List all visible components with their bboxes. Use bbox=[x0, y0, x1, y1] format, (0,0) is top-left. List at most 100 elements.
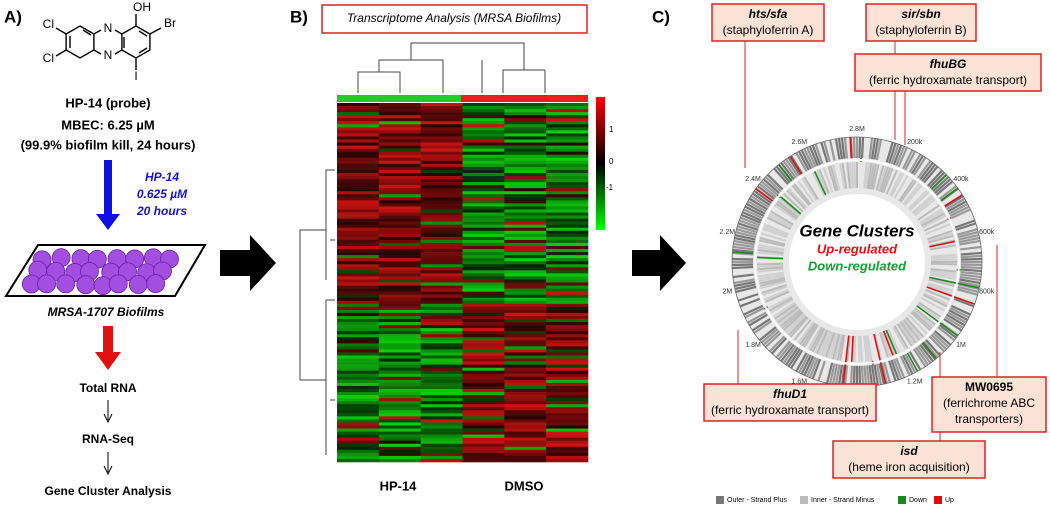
ring-segment bbox=[890, 172, 905, 197]
heatmap-cell bbox=[504, 322, 547, 326]
ring-segment bbox=[822, 167, 834, 193]
heatmap-cell bbox=[504, 182, 547, 186]
heatmap-cell bbox=[546, 288, 589, 292]
heatmap-cell bbox=[546, 276, 589, 280]
heatmap-cell bbox=[462, 227, 505, 232]
heatmap-cell bbox=[504, 224, 547, 229]
heatmap-cell bbox=[378, 130, 421, 134]
heatmap-cell bbox=[546, 355, 589, 359]
heatmap-cell bbox=[546, 446, 589, 451]
heatmap-cell bbox=[504, 200, 547, 204]
heatmap-cell bbox=[504, 425, 547, 429]
ring-segment bbox=[761, 283, 787, 294]
heatmap-cell bbox=[337, 413, 380, 417]
ring-segment bbox=[817, 360, 826, 382]
heatmap-cell bbox=[337, 422, 380, 426]
heatmap-cell bbox=[504, 221, 547, 225]
ring-segment bbox=[732, 248, 754, 254]
heatmap-cell bbox=[546, 215, 589, 219]
heatmap-cell bbox=[378, 434, 421, 438]
ring-segment bbox=[757, 262, 784, 266]
step-arrow bbox=[103, 452, 113, 476]
ring-segment bbox=[834, 364, 841, 386]
ring-segment bbox=[789, 155, 803, 175]
heatmap-cell bbox=[504, 276, 547, 280]
heatmap-cell bbox=[462, 449, 505, 454]
heatmap-cell bbox=[462, 151, 505, 156]
treatment-text: HP-14 bbox=[145, 170, 179, 184]
ring-segment bbox=[910, 155, 924, 175]
heatmap-cell bbox=[420, 224, 463, 229]
heatmap-cell bbox=[420, 340, 463, 344]
heatmap-cell bbox=[378, 109, 421, 113]
heatmap-cell bbox=[337, 431, 380, 435]
heatmap-cell bbox=[462, 364, 505, 368]
heatmap-cell bbox=[337, 182, 380, 186]
ring-segment bbox=[890, 359, 900, 381]
heatmap-cell bbox=[378, 303, 421, 308]
ring-segment bbox=[870, 364, 877, 386]
ring-segment bbox=[783, 193, 804, 213]
heatmap-cell bbox=[546, 188, 589, 192]
heatmap-cell bbox=[546, 322, 589, 326]
heatmap-cell bbox=[504, 370, 547, 375]
heatmap-cell bbox=[546, 124, 589, 128]
genome-tick: 1.6M bbox=[792, 379, 808, 386]
heatmap-cell bbox=[462, 300, 505, 305]
heatmap-cell bbox=[462, 288, 505, 292]
heatmap-cell bbox=[546, 431, 589, 435]
heatmap-cell bbox=[504, 166, 547, 171]
heatmap-cell bbox=[462, 172, 505, 177]
heatmap-cell bbox=[462, 200, 505, 204]
heatmap-cell bbox=[504, 446, 547, 451]
heatmap-cell bbox=[462, 148, 505, 152]
ring-segment bbox=[883, 362, 891, 383]
heatmap-cell bbox=[462, 361, 505, 365]
heatmap-cell bbox=[462, 404, 505, 408]
legend-swatch bbox=[716, 496, 724, 504]
heatmap-cell bbox=[504, 364, 547, 368]
heatmap-cell bbox=[546, 337, 589, 341]
heatmap-cell bbox=[546, 340, 589, 344]
heatmap-cell bbox=[337, 458, 380, 463]
ring-segment bbox=[732, 265, 754, 270]
heatmap-cell bbox=[462, 127, 505, 131]
ring-segment bbox=[786, 314, 807, 335]
ring-segment bbox=[760, 180, 779, 196]
heatmap-cell bbox=[378, 206, 421, 210]
heatmap-cell bbox=[337, 160, 380, 165]
heatmap-cell bbox=[378, 388, 421, 393]
heatmap-cell bbox=[420, 328, 463, 332]
ring-segment bbox=[930, 258, 957, 262]
heatmap-cell bbox=[378, 331, 421, 335]
ring-segment bbox=[953, 297, 975, 308]
callout-title: MW0695 bbox=[965, 380, 1013, 394]
heatmap-cell bbox=[462, 334, 505, 338]
heatmap-cell bbox=[378, 392, 421, 396]
heatmap-cell bbox=[378, 343, 421, 347]
heatmap-cell bbox=[337, 112, 380, 116]
heatmap-cell bbox=[546, 264, 589, 268]
ring-segment bbox=[797, 321, 815, 344]
heatmap-cell bbox=[337, 130, 380, 134]
heatmap-cell bbox=[378, 115, 421, 119]
treatment-text: 0.625 µM bbox=[137, 187, 188, 201]
heatmap-cell bbox=[378, 154, 421, 159]
heatmap-cell bbox=[504, 206, 547, 210]
ring-segment bbox=[762, 227, 788, 239]
heatmap-cell bbox=[462, 182, 505, 186]
ring-segment bbox=[757, 256, 784, 260]
heatmap-cell bbox=[546, 206, 589, 210]
heatmap-cell bbox=[462, 163, 505, 168]
heatmap-cell bbox=[546, 282, 589, 286]
ring-segment bbox=[907, 189, 928, 210]
genome-tick: 400k bbox=[953, 176, 969, 183]
ring-segment bbox=[912, 196, 935, 216]
ring-segment bbox=[736, 225, 758, 234]
heatmap-cell bbox=[337, 352, 380, 356]
ring-segment bbox=[758, 326, 777, 342]
ring-segment bbox=[832, 164, 841, 191]
heatmap-cell bbox=[378, 413, 421, 417]
heatmap-cell bbox=[546, 285, 589, 289]
ring-segment bbox=[923, 292, 949, 306]
